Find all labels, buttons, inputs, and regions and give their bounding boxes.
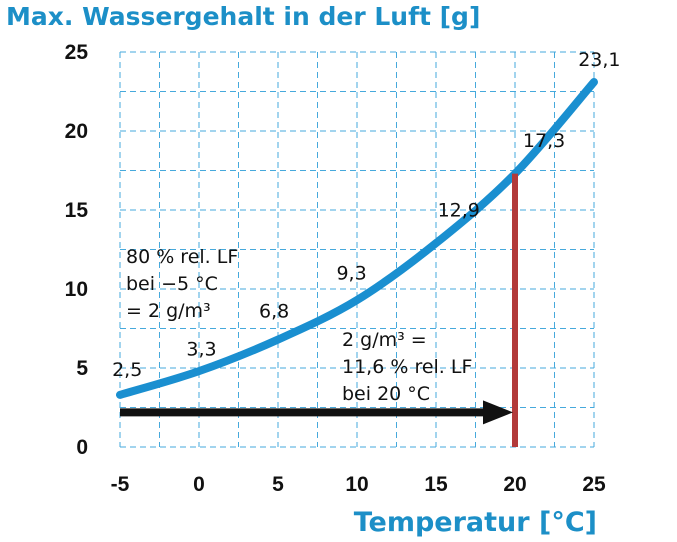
- annotation-left-line: bei −5 °C: [126, 273, 218, 295]
- annotation-left-line: = 2 g/m³: [126, 300, 211, 322]
- y-tick-label: 20: [65, 120, 88, 143]
- data-label: 12,9: [438, 199, 480, 221]
- data-label: 2,5: [112, 359, 142, 381]
- annotation-right: 2 g/m³ = 11,6 % rel. LF bei 20 °C: [342, 329, 472, 405]
- arrow-group: [120, 400, 513, 425]
- annotation-right-line: bei 20 °C: [342, 383, 430, 405]
- annotation-right-line: 2 g/m³ =: [342, 329, 427, 351]
- curve-group: [116, 78, 598, 399]
- y-tick-label: 0: [76, 436, 88, 459]
- y-tick-label: 10: [65, 278, 88, 301]
- data-labels: 2,5 3,3 6,8 9,3 12,9 17,3 23,1: [112, 49, 620, 381]
- y-tick-label: 15: [65, 199, 89, 222]
- x-tick-label: 15: [424, 473, 448, 496]
- curve-line: [116, 78, 598, 399]
- annotation-left-line: 80 % rel. LF: [126, 246, 238, 268]
- data-label: 23,1: [578, 49, 620, 71]
- data-label: 3,3: [186, 338, 216, 360]
- chart-title: Max. Wassergehalt in der Luft [g]: [6, 2, 480, 31]
- x-tick-label: 5: [272, 473, 284, 496]
- data-label: 9,3: [336, 263, 366, 285]
- y-axis-ticks: 0 5 10 15 20 25: [65, 41, 89, 459]
- x-tick-label: 20: [503, 473, 526, 496]
- x-axis-label: Temperatur [°C]: [354, 507, 597, 538]
- x-tick-label: 0: [193, 473, 205, 496]
- y-tick-label: 25: [65, 41, 89, 64]
- data-label: 6,8: [259, 300, 289, 322]
- annotation-right-line: 11,6 % rel. LF: [342, 356, 472, 378]
- y-tick-label: 5: [76, 357, 88, 380]
- x-axis-ticks: -5 0 5 10 15 20 25: [111, 473, 606, 496]
- data-label: 17,3: [523, 130, 565, 152]
- x-tick-label: 25: [582, 473, 606, 496]
- x-tick-label: 10: [345, 473, 368, 496]
- x-tick-label: -5: [111, 473, 130, 496]
- arrow-head: [483, 400, 513, 425]
- annotation-left: 80 % rel. LF bei −5 °C = 2 g/m³: [126, 246, 238, 322]
